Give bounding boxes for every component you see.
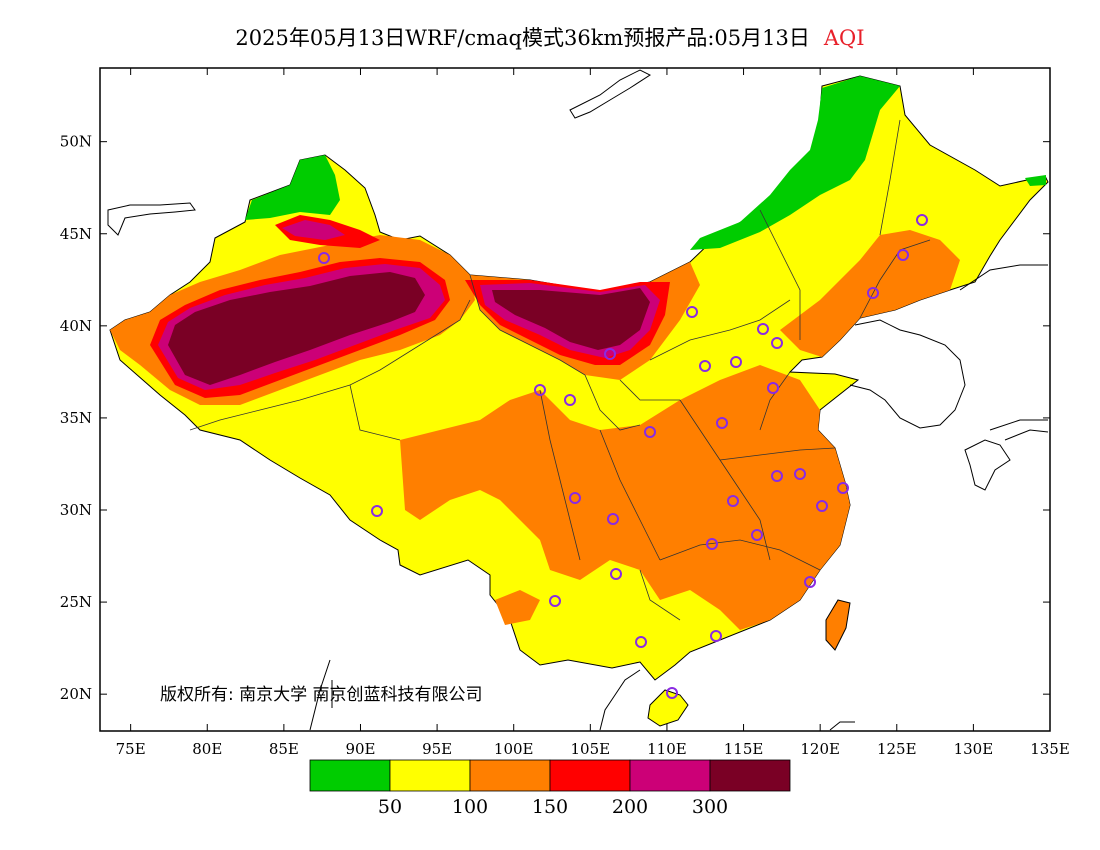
orange-zone-southwest	[495, 590, 540, 625]
green-zone-northeast	[690, 76, 900, 250]
lat-tick-label: 20N	[60, 685, 92, 703]
legend-label: 50	[378, 796, 402, 818]
legend-label: 200	[612, 796, 648, 818]
station-marker	[804, 576, 816, 588]
lat-tick-label: 25N	[60, 593, 92, 611]
station-marker	[607, 513, 619, 525]
lat-tick-label: 50N	[60, 133, 92, 151]
station-marker	[867, 287, 879, 299]
variable-label: AQI	[823, 26, 865, 50]
map-frame	[99, 67, 1051, 732]
map-field	[107, 69, 1049, 731]
orange-zone-northeast	[780, 230, 960, 357]
lon-tick-label: 105E	[571, 740, 611, 758]
station-marker	[635, 636, 647, 648]
hazardous-zone-alxa	[492, 288, 650, 350]
lon-tick-label: 115E	[724, 740, 764, 758]
station-marker	[757, 323, 769, 335]
lon-tick-label: 125E	[877, 740, 917, 758]
station-marker	[318, 252, 330, 264]
hazardous-zone-tarim	[168, 272, 425, 385]
province-boundaries	[189, 119, 931, 621]
copyright-text: 版权所有: 南京大学 南京创蓝科技有限公司	[160, 685, 483, 705]
station-marker	[794, 468, 806, 480]
lon-tick-label: 75E	[116, 740, 146, 758]
station-marker	[716, 417, 728, 429]
legend-swatch	[469, 759, 551, 792]
station-marker	[816, 500, 828, 512]
taiwan-island	[825, 599, 851, 651]
lon-tick-label: 80E	[192, 740, 222, 758]
lon-tick-label: 110E	[647, 740, 687, 758]
station-marker	[710, 630, 722, 642]
station-marker	[727, 495, 739, 507]
station-marker	[767, 382, 779, 394]
lat-tick-label: 40N	[60, 317, 92, 335]
latitude-axis: 20N 25N 30N 35N 40N 45N 50N	[60, 133, 1050, 703]
lon-tick-label: 135E	[1030, 740, 1070, 758]
legend-swatch	[629, 759, 711, 792]
legend-label: 300	[692, 796, 728, 818]
legend-swatch	[309, 759, 391, 792]
station-marker	[604, 348, 616, 360]
legend-label: 150	[532, 796, 568, 818]
station-marker	[771, 470, 783, 482]
station-marker	[569, 492, 581, 504]
station-marker	[371, 505, 383, 517]
lon-tick-label: 100E	[494, 740, 534, 758]
lon-tick-label: 90E	[345, 740, 375, 758]
station-marker	[666, 687, 678, 699]
neighbor-outlines	[107, 69, 1049, 731]
lon-tick-label: 95E	[422, 740, 452, 758]
station-marker	[699, 360, 711, 372]
color-legend: 50 100 150 200 300	[309, 759, 791, 818]
lon-tick-label: 85E	[269, 740, 299, 758]
magenta-zone-dzungaria	[282, 220, 345, 240]
legend-swatch	[549, 759, 631, 792]
green-zone-northwest	[245, 155, 340, 220]
station-marker	[706, 538, 718, 550]
station-marker	[730, 356, 742, 368]
longitude-axis: 75E 80E 85E 90E 95E 100E 105E 110E 115E 120E 125E 1…	[116, 68, 1070, 758]
station-marker	[897, 249, 909, 261]
station-marker	[837, 482, 849, 494]
lat-tick-label: 30N	[60, 501, 92, 519]
legend-label: 100	[452, 796, 488, 818]
station-marker	[564, 394, 576, 406]
lat-tick-label: 35N	[60, 409, 92, 427]
station-marker	[534, 384, 546, 396]
lon-tick-label: 120E	[800, 740, 840, 758]
station-marker	[549, 595, 561, 607]
station-marker	[916, 214, 928, 226]
lat-tick-label: 45N	[60, 225, 92, 243]
title-text: 2025年05月13日WRF/cmaq模式36km预报产品:05月13日	[235, 26, 810, 50]
station-marker	[644, 426, 656, 438]
legend-swatch	[389, 759, 471, 792]
station-marker	[610, 568, 622, 580]
legend-swatch	[709, 759, 791, 792]
lon-tick-label: 130E	[954, 740, 994, 758]
station-marker	[771, 337, 783, 349]
station-markers	[318, 214, 928, 699]
station-marker	[686, 306, 698, 318]
green-zone-east-tip	[1025, 175, 1046, 186]
orange-zone-central	[400, 365, 850, 630]
map-title: 2025年05月13日WRF/cmaq模式36km预报产品:05月13日 AQI	[0, 22, 1100, 52]
station-marker	[751, 529, 763, 541]
